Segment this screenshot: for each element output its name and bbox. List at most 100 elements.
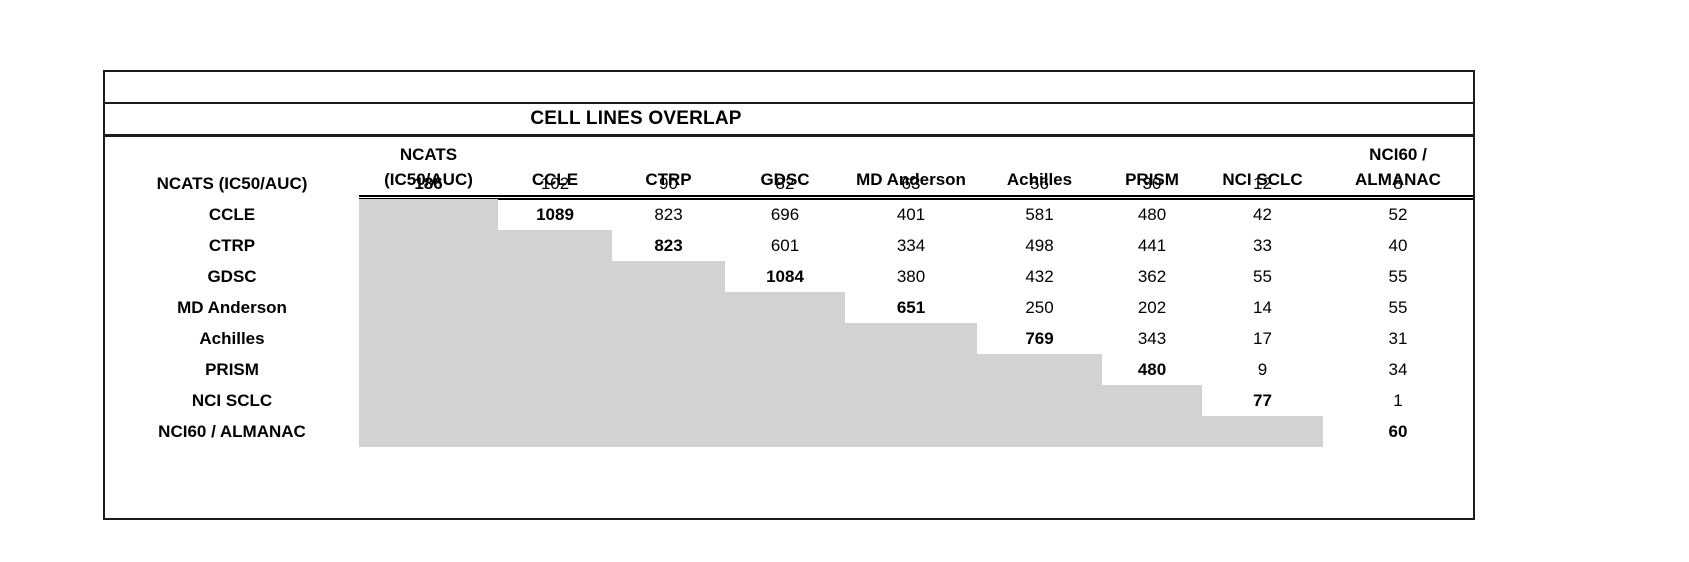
row-label-4: GDSC: [207, 267, 257, 286]
matrix-cell: [612, 354, 725, 385]
matrix-cell: 14: [1253, 298, 1272, 317]
matrix-cell: 40: [1388, 236, 1408, 255]
empty-header-band: [105, 72, 1473, 104]
matrix-cell: [1102, 385, 1202, 416]
matrix-cell: 8: [1393, 174, 1403, 193]
matrix-cell: 55: [1253, 267, 1272, 286]
matrix-cell: 33: [1253, 236, 1272, 255]
matrix-cell: 82: [775, 174, 795, 193]
matrix-cell: [359, 323, 498, 354]
matrix-cell: [359, 230, 498, 261]
column-header-3: CTRP: [612, 137, 725, 200]
matrix-cell: 441: [1137, 236, 1167, 255]
matrix-cell: 17: [1253, 329, 1272, 348]
matrix-cell: 769: [1025, 329, 1054, 348]
matrix-cell: [845, 385, 977, 416]
matrix-cell: 581: [1025, 205, 1054, 224]
matrix-cell: 696: [770, 205, 800, 224]
matrix-cell: 63: [901, 174, 921, 193]
matrix-cell: 55: [1388, 298, 1408, 317]
matrix-cell: [725, 354, 845, 385]
matrix-cell: [845, 354, 977, 385]
matrix-cell: [612, 292, 725, 323]
matrix-cell: 250: [1025, 298, 1054, 317]
matrix-cell: [498, 416, 612, 447]
matrix-cell: [359, 354, 498, 385]
matrix-cell: 90: [659, 174, 678, 193]
matrix-cell: 55: [1388, 267, 1408, 286]
matrix-cell: [498, 292, 612, 323]
matrix-cell: 34: [1388, 360, 1408, 379]
matrix-cell: [612, 385, 725, 416]
matrix-cell: [498, 261, 612, 292]
matrix-cell: 343: [1137, 329, 1167, 348]
row-label-9: NCI60 / ALMANAC: [158, 422, 306, 441]
matrix-cell: [725, 292, 845, 323]
column-header-4: GDSC: [725, 137, 845, 200]
matrix-cell: 9: [1257, 360, 1268, 379]
matrix-cell: 60: [1388, 422, 1408, 441]
matrix-cell: [359, 385, 498, 416]
matrix-cell: 56: [1030, 174, 1049, 193]
matrix-cell: 77: [1253, 391, 1272, 410]
matrix-cell: 480: [1137, 360, 1167, 379]
column-header-6: Achilles: [977, 137, 1102, 200]
row-label-1: NCATS (IC50/AUC): [156, 174, 308, 193]
matrix-cell: 202: [1137, 298, 1167, 317]
matrix-cell: 1084: [766, 267, 804, 286]
matrix-cell: 12: [1253, 174, 1272, 193]
matrix-cell: [498, 385, 612, 416]
matrix-cell: [725, 416, 845, 447]
matrix-cell: [725, 323, 845, 354]
matrix-cell: 401: [896, 205, 926, 224]
matrix-cell: 480: [1137, 205, 1167, 224]
matrix-cell: 334: [896, 236, 926, 255]
matrix-cell: 823: [654, 205, 683, 224]
matrix-cell: [612, 323, 725, 354]
title-row: CELL LINES OVERLAP: [105, 104, 1473, 137]
matrix-cell: [1202, 416, 1323, 447]
matrix-cell: 380: [896, 267, 926, 286]
matrix-cell: [498, 323, 612, 354]
column-header-5: MD Anderson: [845, 137, 977, 200]
row-label-5: MD Anderson: [177, 298, 287, 317]
matrix-cell: [977, 354, 1102, 385]
matrix-cell: 30: [1142, 174, 1162, 193]
matrix-cell: [845, 323, 977, 354]
matrix-cell: [977, 385, 1102, 416]
matrix-cell: 432: [1025, 267, 1054, 286]
matrix-cell: [359, 292, 498, 323]
matrix-cell: 186: [414, 174, 443, 193]
matrix-cell: 1089: [536, 205, 574, 224]
matrix-cell: 52: [1388, 205, 1408, 224]
matrix-cell: [359, 416, 498, 447]
row-label-7: PRISM: [205, 360, 259, 379]
matrix-cell: 651: [896, 298, 926, 317]
matrix-cell: [612, 416, 725, 447]
matrix-cell: 42: [1253, 205, 1272, 224]
matrix-cell: [725, 385, 845, 416]
page-title: CELL LINES OVERLAP: [530, 108, 742, 129]
matrix-cell: [359, 199, 498, 230]
matrix-cell: [1102, 416, 1202, 447]
matrix-cell: 823: [654, 236, 683, 255]
matrix-cell: [498, 354, 612, 385]
overlap-matrix: NCATS (IC50/AUC) CCLE CTRP GDSC MD Anderson Ac…: [105, 137, 1473, 447]
matrix-cell: [498, 230, 612, 261]
matrix-cell: 498: [1025, 236, 1054, 255]
column-header-9: NCI60 /ALMANAC: [1323, 137, 1473, 200]
row-label-3: CTRP: [208, 236, 256, 255]
column-header-1: NCATS (IC50/AUC): [359, 137, 498, 200]
column-header-7: PRISM: [1102, 137, 1202, 200]
cell-lines-overlap-table: CELL LINES OVERLAP NCATS (IC50/AUC) CCLE CT…: [103, 70, 1475, 520]
column-header-8: NCI SCLC: [1202, 137, 1323, 200]
row-label-6: Achilles: [199, 329, 265, 348]
matrix-cell: 1: [1393, 391, 1403, 410]
matrix-cell: 601: [770, 236, 800, 255]
row-label-2: CCLE: [208, 205, 256, 224]
matrix-cell: [977, 416, 1102, 447]
matrix-cell: [359, 261, 498, 292]
matrix-cell: 31: [1388, 329, 1408, 348]
matrix-cell: 362: [1137, 267, 1167, 286]
matrix-cell: 102: [540, 174, 570, 193]
